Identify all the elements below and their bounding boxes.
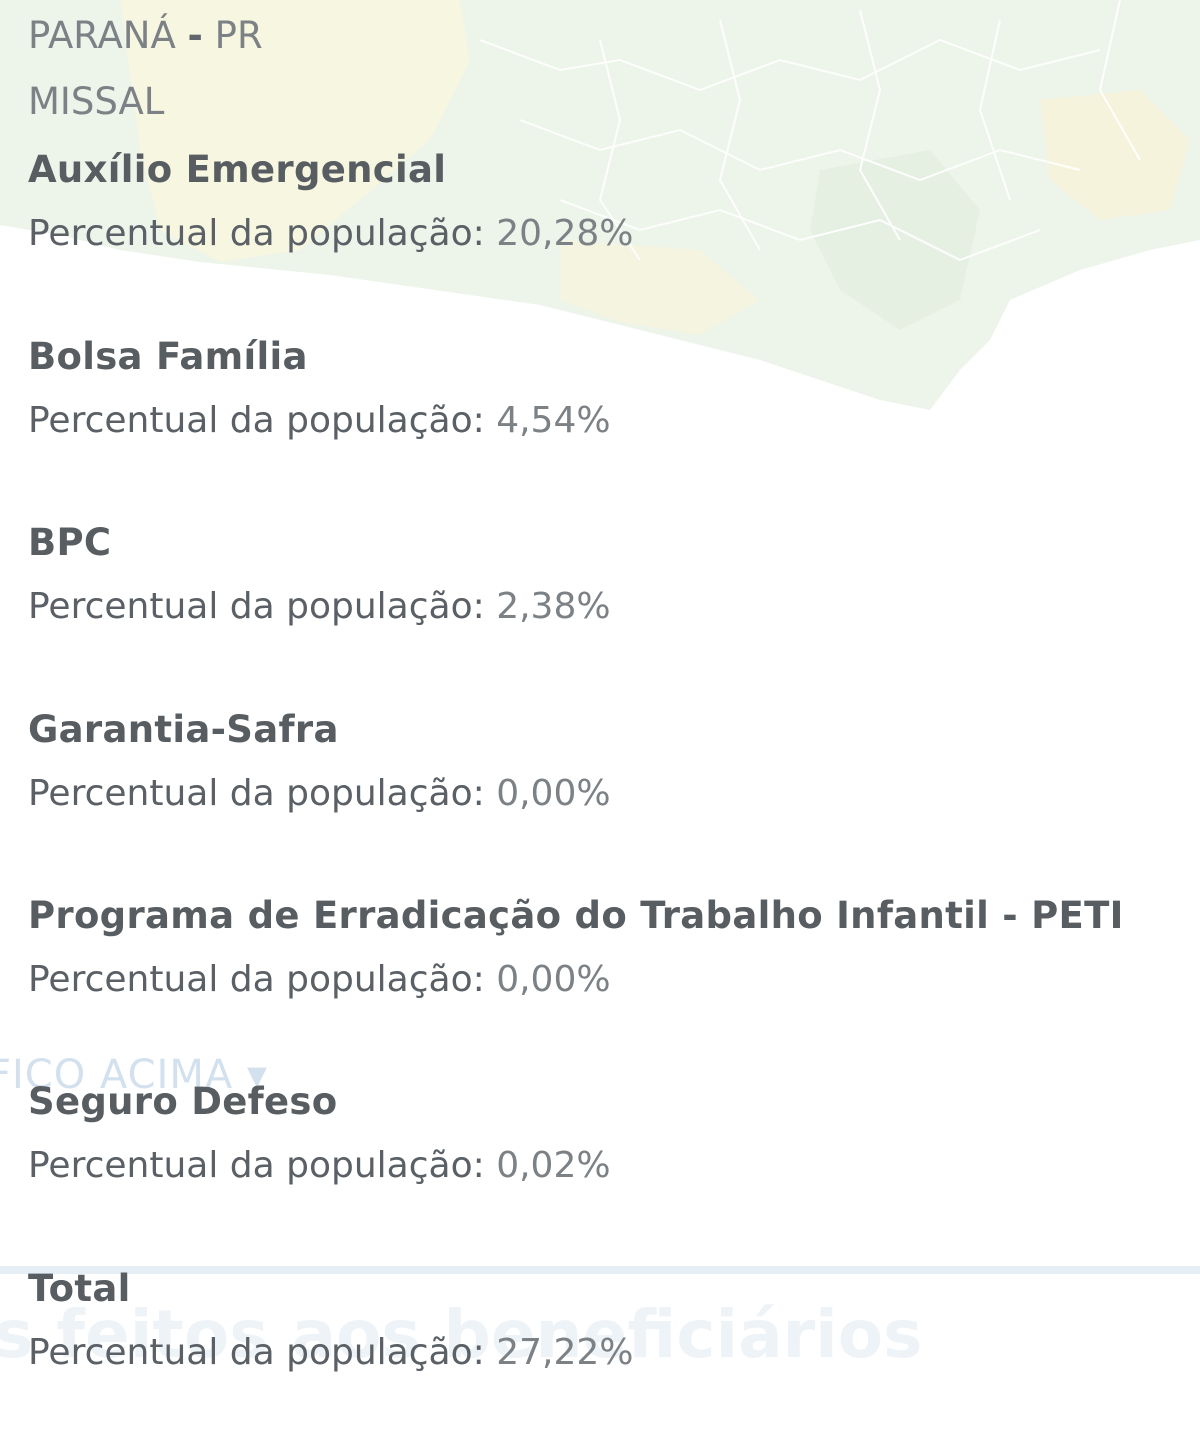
percent-label: Percentual da população:	[28, 213, 485, 254]
map-region-yellow-2	[560, 240, 760, 335]
percent-value: 20,28%	[496, 213, 634, 254]
program-total: Total Percentual da população: 27,22%	[28, 1267, 1188, 1375]
program-title: Bolsa Família	[28, 335, 308, 378]
program-bolsa-familia: Bolsa Família Percentual da população: 4…	[28, 335, 1188, 443]
program-title: Garantia-Safra	[28, 708, 339, 751]
background-divider	[0, 1266, 1200, 1274]
program-bpc: BPC Percentual da população: 2,38%	[28, 521, 1188, 629]
program-title: Total	[28, 1267, 131, 1310]
percent-value: 2,38%	[496, 586, 611, 627]
program-percent-row: Percentual da população: 27,22%	[28, 1331, 1188, 1375]
program-auxilio-emergencial: Auxílio Emergencial Percentual da popula…	[28, 148, 1188, 256]
percent-value: 4,54%	[496, 400, 611, 441]
percent-label: Percentual da população:	[28, 400, 485, 441]
background-heading: s feitos aos beneficiários	[0, 1296, 923, 1373]
state-label: PARANÁ	[28, 14, 176, 57]
program-title: BPC	[28, 521, 112, 564]
percent-label: Percentual da população:	[28, 586, 485, 627]
program-percent-row: Percentual da população: 0,00%	[28, 958, 1188, 1002]
map-region-darkgreen	[810, 150, 980, 330]
percent-label: Percentual da população:	[28, 1332, 485, 1373]
program-title: Programa de Erradicação do Trabalho Infa…	[28, 894, 1124, 937]
program-percent-row: Percentual da população: 20,28%	[28, 212, 1188, 256]
program-percent-row: Percentual da população: 4,54%	[28, 399, 1188, 443]
percent-label: Percentual da população:	[28, 959, 485, 1000]
program-garantia-safra: Garantia-Safra Percentual da população: …	[28, 708, 1188, 816]
state-abbreviation: PR	[214, 14, 263, 57]
percent-value: 0,00%	[496, 959, 611, 1000]
program-percent-row: Percentual da população: 0,02%	[28, 1144, 1188, 1188]
percent-label: Percentual da população:	[28, 773, 485, 814]
map-region-yellow	[120, 0, 470, 262]
background-link: FICO ACIMA ▾	[0, 1052, 268, 1098]
percent-value: 0,02%	[496, 1145, 611, 1186]
percent-label: Percentual da população:	[28, 1145, 485, 1186]
program-title: Seguro Defeso	[28, 1080, 338, 1123]
percent-value: 27,22%	[496, 1332, 634, 1373]
map-region-yellow-3	[1040, 90, 1190, 220]
city-name: MISSAL	[28, 80, 165, 123]
program-percent-row: Percentual da população: 0,00%	[28, 772, 1188, 816]
program-title: Auxílio Emergencial	[28, 148, 447, 191]
state-name: PARANÁ - PR	[28, 14, 263, 57]
program-seguro-defeso: Seguro Defeso Percentual da população: 0…	[28, 1080, 1188, 1188]
state-separator: -	[187, 14, 203, 57]
map-background	[0, 0, 1200, 420]
percent-value: 0,00%	[496, 773, 611, 814]
program-peti: Programa de Erradicação do Trabalho Infa…	[28, 894, 1188, 1002]
program-percent-row: Percentual da população: 2,38%	[28, 585, 1188, 629]
